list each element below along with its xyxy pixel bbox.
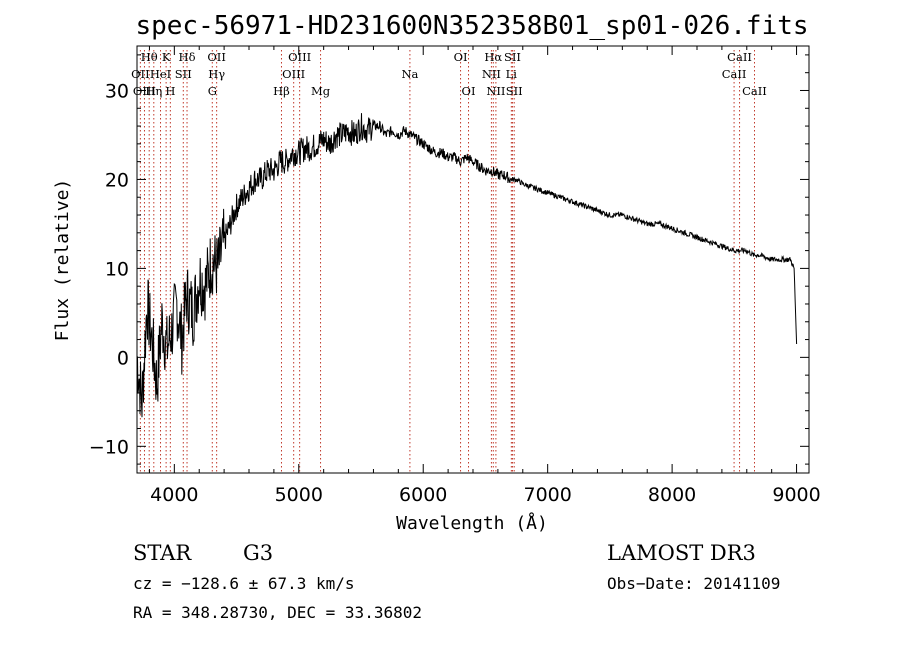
spectral-line-label: OI xyxy=(462,84,476,98)
x-tick-label: 8000 xyxy=(648,484,696,506)
object-class: STAR xyxy=(133,541,192,565)
spectral-line-label: K xyxy=(162,50,171,64)
x-axis-ticks: 4000 5000 6000 7000 8000 9000 xyxy=(148,46,821,506)
spectral-line-label: OII xyxy=(131,67,150,81)
spectral-line-label: HeI xyxy=(150,67,171,81)
x-tick-label: 5000 xyxy=(275,484,323,506)
x-tick-label: 9000 xyxy=(772,484,820,506)
y-tick-label: −10 xyxy=(89,436,129,458)
x-tick-label: 6000 xyxy=(399,484,447,506)
spectral-line-label: Hη xyxy=(145,84,162,98)
spectral-line-label: NII xyxy=(486,84,505,98)
spectral-line-label: SII xyxy=(504,50,521,64)
y-axis-label: Flux (relative) xyxy=(52,179,73,342)
y-tick-label: 30 xyxy=(105,80,129,102)
y-tick-label: 20 xyxy=(105,169,129,191)
obs-date: Obs−Date: 20141109 xyxy=(607,574,780,593)
spectral-line-label: Na xyxy=(401,67,418,81)
spectral-line-label: Mg xyxy=(311,84,331,98)
spectral-line-label: Hα xyxy=(484,50,502,64)
plot-frame xyxy=(136,45,810,474)
spectral-line-label: H xyxy=(165,84,175,98)
spectrum-line xyxy=(136,113,798,418)
spectral-line-label: Hθ xyxy=(141,50,158,64)
spectral-line-label: G xyxy=(208,84,217,98)
object-subclass: G3 xyxy=(243,541,273,565)
y-tick-label: 0 xyxy=(117,347,129,369)
spectral-line-label: SII xyxy=(175,67,192,81)
spectral-line-markers xyxy=(139,50,755,473)
spectral-line-label: NII xyxy=(482,67,501,81)
spectral-line-label: CaII xyxy=(742,84,767,98)
x-tick-label: 4000 xyxy=(150,484,198,506)
spectral-line-label: Li xyxy=(506,67,518,81)
spectral-line-label: Hδ xyxy=(179,50,196,64)
chart-title: spec-56971-HD231600N352358B01_sp01-026.f… xyxy=(135,11,808,41)
spectral-line-label: OIII xyxy=(133,84,156,98)
x-axis-label: Wavelength (Å) xyxy=(396,512,548,534)
spectral-line-label: OI xyxy=(454,50,468,64)
spectral-line-label: OIII xyxy=(282,67,305,81)
spectral-line-label: OIII xyxy=(288,50,311,64)
redshift-text: cz = −128.6 ± 67.3 km/s xyxy=(133,574,355,593)
ra-dec: RA = 348.28730, DEC = 33.36802 xyxy=(133,603,422,622)
x-tick-label: 7000 xyxy=(523,484,571,506)
y-axis-ticks: −10 0 10 20 30 xyxy=(89,54,809,465)
spectral-line-label: OII xyxy=(207,50,226,64)
spectral-line-label: CaII xyxy=(722,67,747,81)
survey-name: LAMOST DR3 xyxy=(607,541,756,565)
spectral-line-label: Hβ xyxy=(273,84,290,98)
spectral-line-label: Hγ xyxy=(208,67,225,81)
spectral-line-label: CaII xyxy=(727,50,752,64)
spectral-line-label: SII xyxy=(506,84,523,98)
y-tick-label: 10 xyxy=(105,258,129,280)
